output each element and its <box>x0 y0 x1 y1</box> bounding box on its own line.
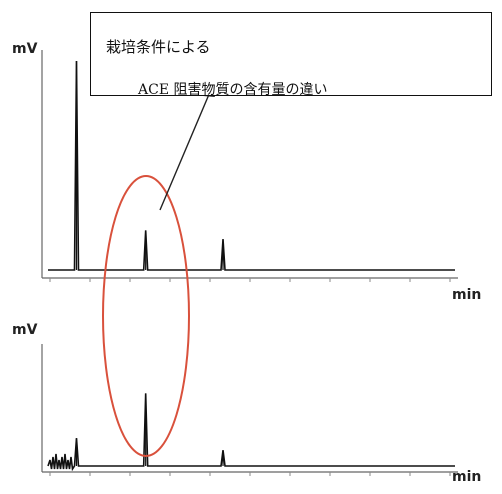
chromatogram-trace-bottom <box>47 393 455 472</box>
top-y-axis-label: mV <box>12 41 38 57</box>
annotation-arrow <box>159 91 211 211</box>
annotation-line-2: ACE 阻害物質の含有量の違い <box>138 82 328 98</box>
annotation-line-1: 栽培条件による <box>106 38 211 56</box>
annotation-box: 栽培条件による ACE 阻害物質の含有量の違い <box>90 12 492 98</box>
highlight-ellipse <box>102 175 190 457</box>
top-x-axis-label: min <box>452 287 481 303</box>
bottom-y-axis-label: mV <box>12 322 38 338</box>
bottom-x-axis-label: min <box>452 469 481 485</box>
